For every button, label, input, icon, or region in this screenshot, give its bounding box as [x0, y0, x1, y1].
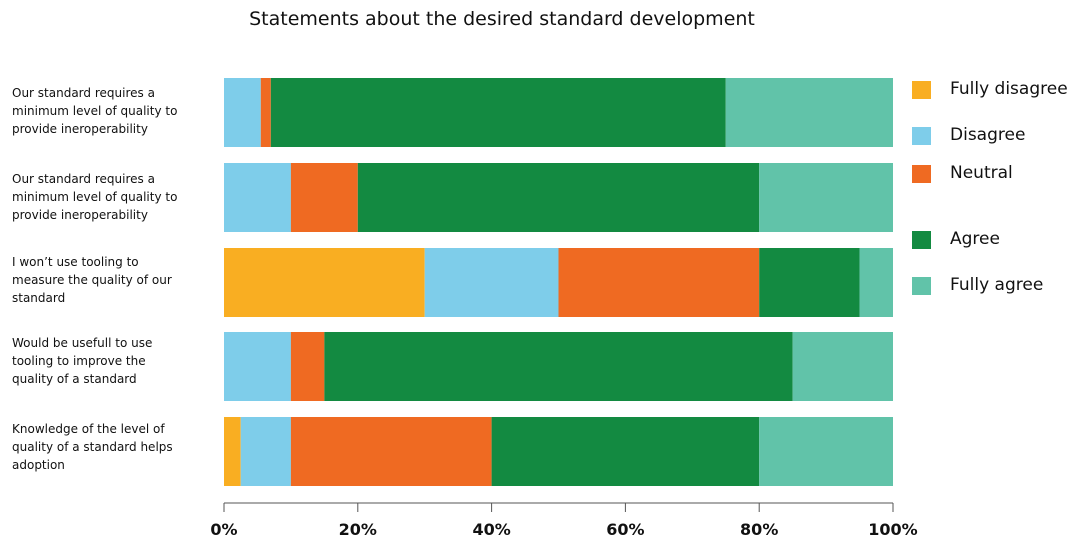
category-label: Would be usefull to use tooling to impro… [12, 334, 212, 388]
bar-segment [859, 248, 893, 317]
legend-swatch [912, 165, 931, 183]
legend-swatch [912, 127, 931, 145]
bar-segment [792, 332, 893, 401]
category-label-line: minimum level of quality to [12, 190, 178, 204]
legend-swatch [912, 81, 931, 99]
bar-segment [759, 417, 893, 486]
category-label-line: provide ineroperability [12, 122, 148, 136]
bar-segment [491, 417, 760, 486]
legend-label: Fully disagree [950, 79, 1068, 99]
legend-label: Agree [950, 229, 1000, 249]
legend-item: Fully agree [912, 274, 1074, 298]
bar-segment [725, 78, 893, 147]
category-label: Our standard requires a minimum level of… [12, 170, 212, 224]
bar-segment [290, 332, 325, 401]
legend-swatch [912, 277, 931, 295]
legend-label: Neutral [950, 163, 1013, 183]
bar-segment [290, 163, 358, 232]
bar-segment [424, 248, 559, 317]
bar-segment [759, 248, 860, 317]
bar-segment [324, 332, 793, 401]
legend-item: Fully disagree [912, 78, 1074, 102]
legend-item: Neutral [912, 162, 1074, 186]
category-label-line: measure the quality of our [12, 273, 172, 287]
x-tick-label: 40% [472, 520, 510, 539]
category-label-line: tooling to improve the [12, 354, 146, 368]
category-label: Our standard requires a minimum level of… [12, 84, 212, 138]
x-tick-label: 60% [606, 520, 644, 539]
category-label: Knowledge of the level of quality of a s… [12, 420, 212, 474]
legend-item: Disagree [912, 124, 1074, 148]
bar-segment [224, 248, 425, 317]
bar-segment [357, 163, 760, 232]
category-label-line: Our standard requires a [12, 172, 155, 186]
bar-segment [558, 248, 760, 317]
bar-segment [759, 163, 893, 232]
bar-segment [224, 332, 291, 401]
category-label-line: Knowledge of the level of [12, 422, 165, 436]
category-label-line: standard [12, 291, 66, 305]
category-label-line: I won’t use tooling to [12, 255, 139, 269]
bar-segment [240, 417, 291, 486]
category-label-line: quality of a standard helps [12, 440, 173, 454]
legend-swatch [912, 231, 931, 249]
category-label-line: adoption [12, 458, 65, 472]
chart-title: Statements about the desired standard de… [249, 8, 755, 30]
x-tick-label: 100% [868, 520, 917, 539]
bar-segment [290, 417, 492, 486]
x-tick-label: 0% [210, 520, 237, 539]
category-label-line: Our standard requires a [12, 86, 155, 100]
x-tick-label: 20% [339, 520, 377, 539]
category-label-line: provide ineroperability [12, 208, 148, 222]
bar-segment [270, 78, 726, 147]
category-label-line: quality of a standard [12, 372, 137, 386]
x-tick-label: 80% [740, 520, 778, 539]
legend-label: Disagree [950, 125, 1026, 145]
bar-segment [260, 78, 271, 147]
legend-label: Fully agree [950, 275, 1044, 295]
category-label: I won’t use tooling to measure the quali… [12, 253, 212, 307]
bar-segment [224, 417, 241, 486]
category-label-line: Would be usefull to use [12, 336, 153, 350]
legend-item: Agree [912, 228, 1074, 252]
bar-segment [224, 78, 261, 147]
bar-segment [224, 163, 291, 232]
category-label-line: minimum level of quality to [12, 104, 178, 118]
